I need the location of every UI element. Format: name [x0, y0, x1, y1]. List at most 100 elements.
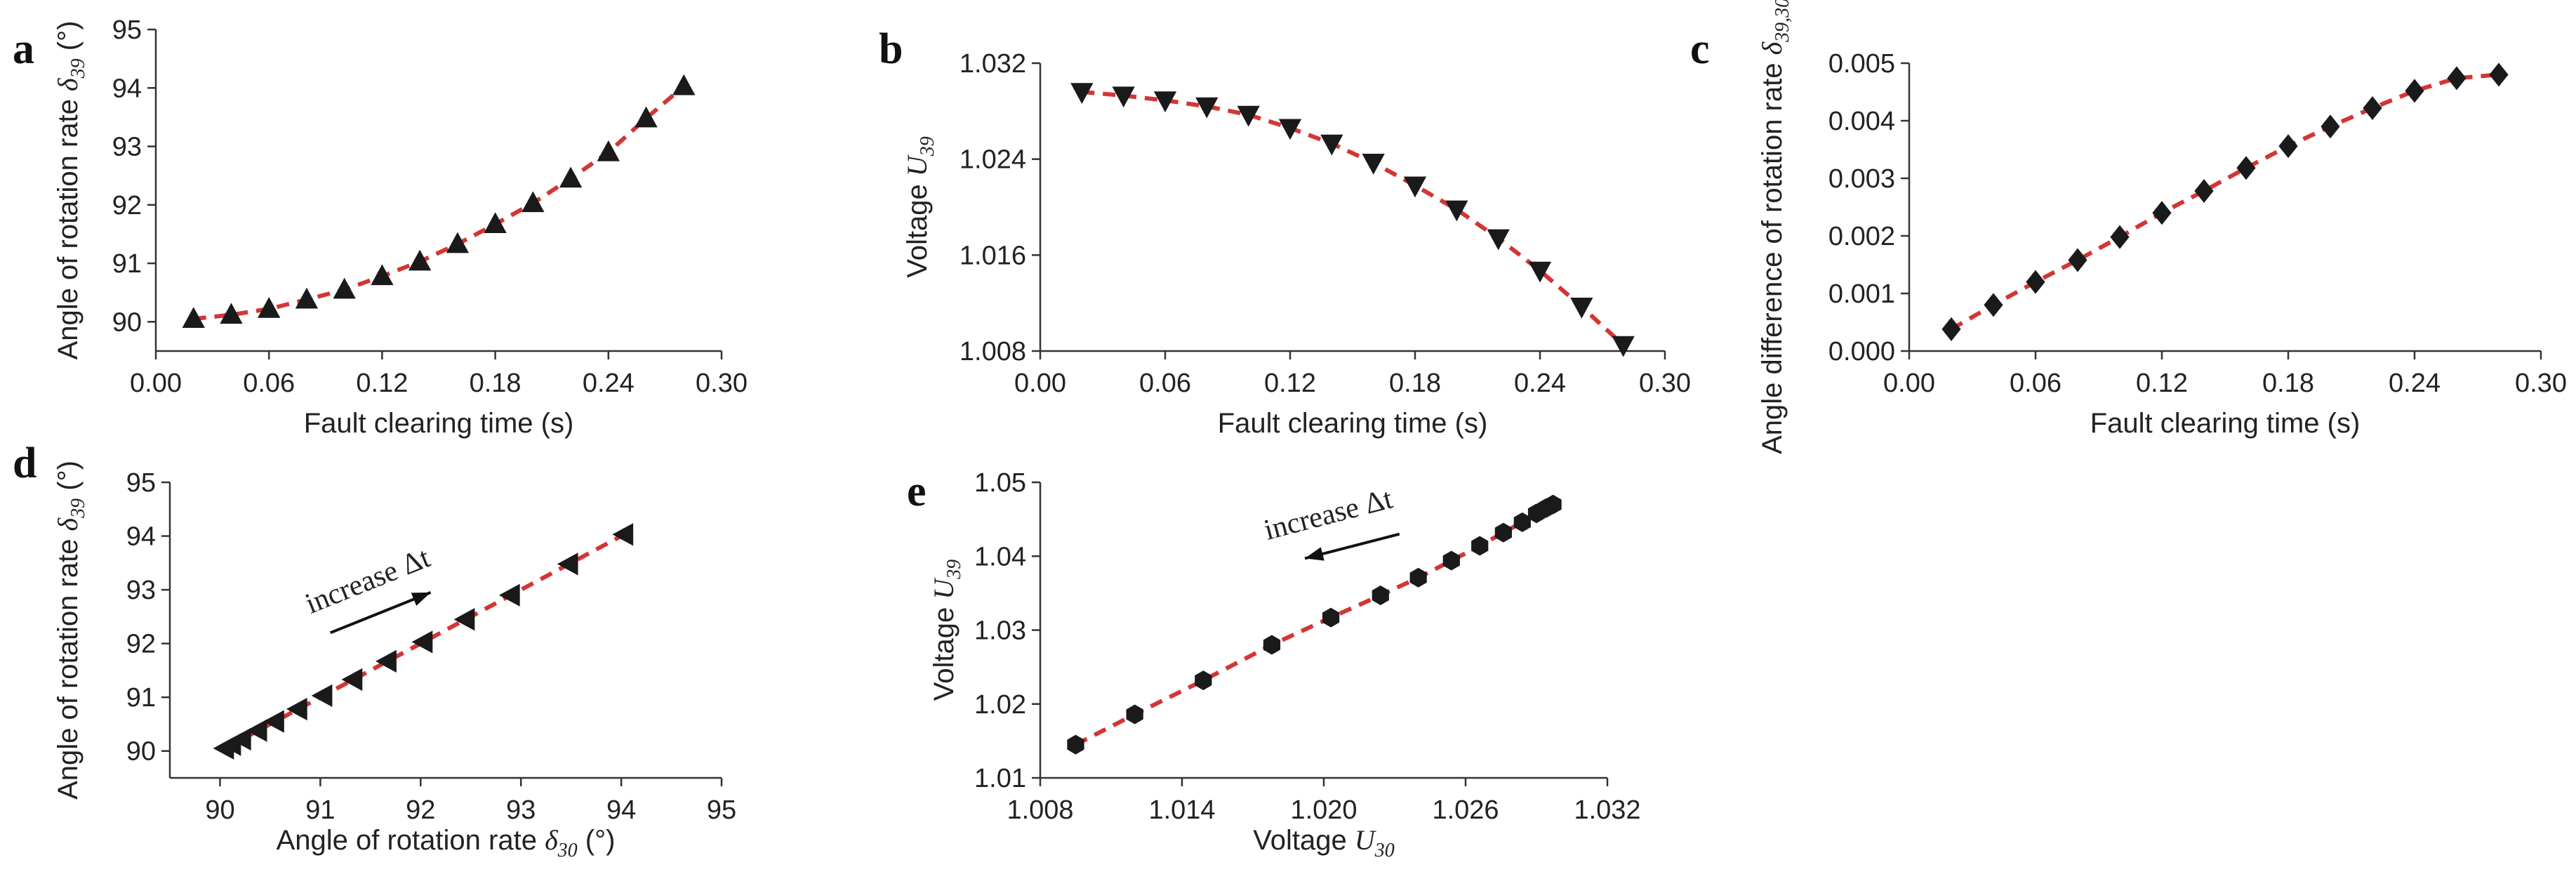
x-tick-label: 0.06 [243, 369, 295, 398]
y-tick-label: 95 [112, 15, 142, 45]
data-point [1067, 734, 1084, 755]
data-point [1278, 119, 1302, 140]
data-point [2405, 79, 2424, 103]
data-point [2321, 114, 2340, 139]
x-axis-label: Fault clearing time (s) [304, 408, 574, 439]
panel-e: e 1.008 1.014 1.020 1.026 1.032 1.01 1.02 1.03 1.… [907, 468, 1641, 861]
y-tick-label: 92 [112, 191, 142, 220]
x-tick-label: 1.026 [1432, 795, 1499, 825]
y-tick-label: 93 [112, 133, 142, 162]
data-point [2489, 62, 2509, 87]
y-axis-label: Angle of rotation rate δ39 (°) [52, 21, 89, 360]
x-tick-label: 95 [707, 795, 736, 825]
x-tick-label: 1.020 [1290, 795, 1357, 825]
y-axis-label: Voltage U39 [928, 560, 965, 701]
data-point [1513, 512, 1531, 532]
fit-curve [193, 84, 686, 322]
data-point [1126, 704, 1143, 725]
data-point [1153, 91, 1177, 112]
y-tick-label: 0.003 [1828, 164, 1895, 194]
x-tick-label: 0.30 [1639, 369, 1691, 398]
data-point [258, 297, 281, 318]
x-axis-label: Angle of rotation rate δ30 (°) [277, 824, 616, 861]
y-tick-label: 94 [112, 74, 142, 103]
x-axis-label: Fault clearing time (s) [1218, 408, 1488, 439]
x-tick-label: 0.24 [2389, 369, 2441, 398]
data-point [498, 583, 520, 607]
data-point [376, 649, 397, 673]
data-point [1237, 105, 1260, 127]
x-tick-label: 0.18 [2262, 369, 2314, 398]
data-point [559, 166, 583, 188]
y-tick-label: 94 [126, 522, 156, 552]
y-tick-label: 0.000 [1828, 337, 1895, 366]
x-tick-label: 0.30 [696, 369, 748, 398]
fit-curve [224, 532, 625, 751]
y-tick-label: 91 [112, 249, 142, 279]
y-axis-label: Angle difference of rotation rate δ39,30… [1756, 0, 1793, 454]
data-point [1612, 336, 1635, 357]
y-tick-label: 95 [126, 468, 156, 498]
data-point [1403, 176, 1427, 198]
data-point [1570, 298, 1593, 319]
data-point [371, 264, 394, 286]
panel-d: d 90 91 92 93 94 95 90 91 92 93 94 95 Angle of rotati… [13, 439, 736, 861]
panel-letter-a: a [13, 25, 34, 73]
x-tick-label: 0.18 [1389, 369, 1441, 398]
y-tick-label: 93 [126, 576, 156, 605]
arrow-head [1305, 547, 1324, 561]
y-tick-label: 1.01 [974, 764, 1026, 793]
x-tick-label: 90 [205, 795, 234, 825]
data-point [246, 719, 267, 742]
data-point [672, 74, 696, 95]
data-point [1070, 83, 1094, 104]
data-point [1445, 200, 1468, 222]
annotation-text: increase Δt [1261, 482, 1396, 546]
data-point [2026, 270, 2045, 294]
data-point [1320, 134, 1343, 156]
panel-a: a 0.00 0.06 0.12 0.18 0.24 0.30 90 91 92 93 94 95 Fau… [13, 15, 748, 439]
panel-b: b 0.00 0.06 0.12 0.18 0.24 0.30 1.008 1.016 1.024… [879, 25, 1691, 439]
data-point [612, 523, 634, 546]
data-point [2447, 66, 2467, 91]
y-tick-label: 92 [126, 630, 156, 659]
data-point [1494, 522, 1512, 543]
x-tick-label: 0.18 [470, 369, 522, 398]
panel-letter-b: b [879, 25, 903, 73]
x-tick-label: 0.00 [1883, 369, 1935, 398]
x-tick-label: 0.30 [2515, 369, 2567, 398]
data-point [1362, 154, 1385, 175]
data-point [2152, 201, 2172, 225]
data-point [2363, 95, 2382, 120]
y-tick-label: 0.002 [1828, 222, 1895, 251]
data-point [220, 303, 243, 324]
data-point [1487, 229, 1510, 251]
data-point [1442, 550, 1460, 571]
x-tick-label: 0.00 [1014, 369, 1066, 398]
data-point [1528, 261, 1552, 283]
x-tick-label: 0.24 [1514, 369, 1566, 398]
y-tick-label: 0.004 [1828, 107, 1895, 136]
panel-letter-d: d [13, 439, 36, 487]
data-point [453, 608, 475, 631]
data-point [263, 710, 284, 733]
x-tick-label: 1.032 [1574, 795, 1640, 825]
data-point [522, 191, 545, 213]
data-point [1112, 86, 1135, 108]
data-point [635, 106, 658, 128]
y-tick-label: 1.02 [974, 690, 1026, 720]
x-tick-label: 1.008 [1007, 795, 1073, 825]
y-tick-label: 90 [112, 308, 142, 337]
arrow-head [411, 592, 431, 606]
data-point [1984, 293, 2003, 317]
x-tick-label: 0.00 [130, 369, 182, 398]
x-tick-label: 1.014 [1148, 795, 1215, 825]
data-point [2278, 134, 2298, 159]
data-point [1195, 670, 1212, 691]
data-point [333, 277, 356, 299]
data-point [446, 232, 470, 253]
data-point [408, 249, 432, 271]
data-point [230, 727, 251, 751]
y-tick-label: 1.032 [960, 49, 1026, 79]
